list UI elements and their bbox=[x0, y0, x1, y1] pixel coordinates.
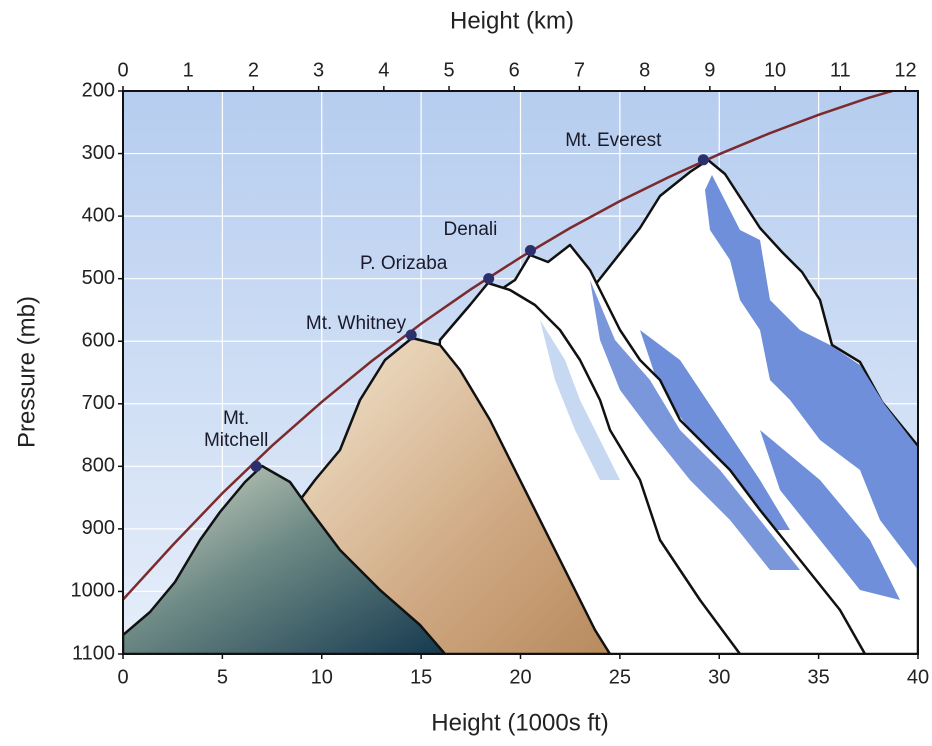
y-tick-label: 900 bbox=[82, 517, 115, 539]
peak-point bbox=[406, 329, 417, 340]
y-tick-label: 700 bbox=[82, 392, 115, 414]
x-axis-title: Height (1000s ft) bbox=[431, 709, 608, 736]
peak-label: Mt. Mitchell bbox=[196, 408, 276, 452]
y-tick-label: 1000 bbox=[71, 580, 116, 602]
x2-tick-label: 2 bbox=[248, 59, 259, 81]
y-axis-title: Pressure (mb) bbox=[13, 296, 40, 448]
chart: Height (km) Height (1000s ft) Pressure (… bbox=[0, 0, 932, 746]
x-tick-label: 15 bbox=[410, 666, 432, 688]
x2-tick-label: 3 bbox=[313, 59, 324, 81]
x-tick-label: 20 bbox=[509, 666, 531, 688]
x2-tick-label: 6 bbox=[509, 59, 520, 81]
x2-tick-label: 5 bbox=[443, 59, 454, 81]
peak-label: P. Orizaba bbox=[329, 253, 479, 275]
peak-point bbox=[698, 154, 709, 165]
x2-tick-label: 1 bbox=[183, 59, 194, 81]
y-tick-label: 600 bbox=[82, 330, 115, 352]
page: Height (km) Height (1000s ft) Pressure (… bbox=[0, 0, 932, 746]
x2-tick-label: 7 bbox=[574, 59, 585, 81]
y-tick-label: 500 bbox=[82, 267, 115, 289]
peak-label: Mt. Whitney bbox=[226, 313, 406, 335]
x-tick-label: 25 bbox=[609, 666, 631, 688]
x2-tick-label: 8 bbox=[639, 59, 650, 81]
x2-tick-label: 11 bbox=[830, 59, 851, 81]
y-tick-label: 400 bbox=[82, 204, 115, 226]
peak-point bbox=[251, 461, 262, 472]
x2-tick-label: 0 bbox=[117, 59, 128, 81]
peak-label: Denali bbox=[420, 219, 520, 241]
x-tick-label: 0 bbox=[117, 666, 128, 688]
peak-label: Mt. Everest bbox=[533, 130, 693, 152]
x2-axis-title: Height (km) bbox=[450, 7, 574, 34]
x-tick-label: 10 bbox=[311, 666, 333, 688]
peak-point bbox=[483, 273, 494, 284]
x2-tick-label: 12 bbox=[894, 59, 916, 81]
x-tick-label: 30 bbox=[708, 666, 730, 688]
x2-tick-label: 10 bbox=[764, 59, 786, 81]
y-tick-label: 200 bbox=[82, 79, 115, 101]
y-tick-label: 300 bbox=[82, 142, 115, 164]
x-tick-label: 40 bbox=[907, 666, 929, 688]
y-tick-label: 1100 bbox=[72, 642, 115, 664]
x2-tick-label: 9 bbox=[704, 59, 715, 81]
peak-point bbox=[525, 245, 536, 256]
x2-tick-label: 4 bbox=[378, 59, 389, 81]
x-tick-label: 35 bbox=[808, 666, 830, 688]
x-tick-label: 5 bbox=[217, 666, 228, 688]
y-tick-label: 800 bbox=[82, 455, 115, 477]
